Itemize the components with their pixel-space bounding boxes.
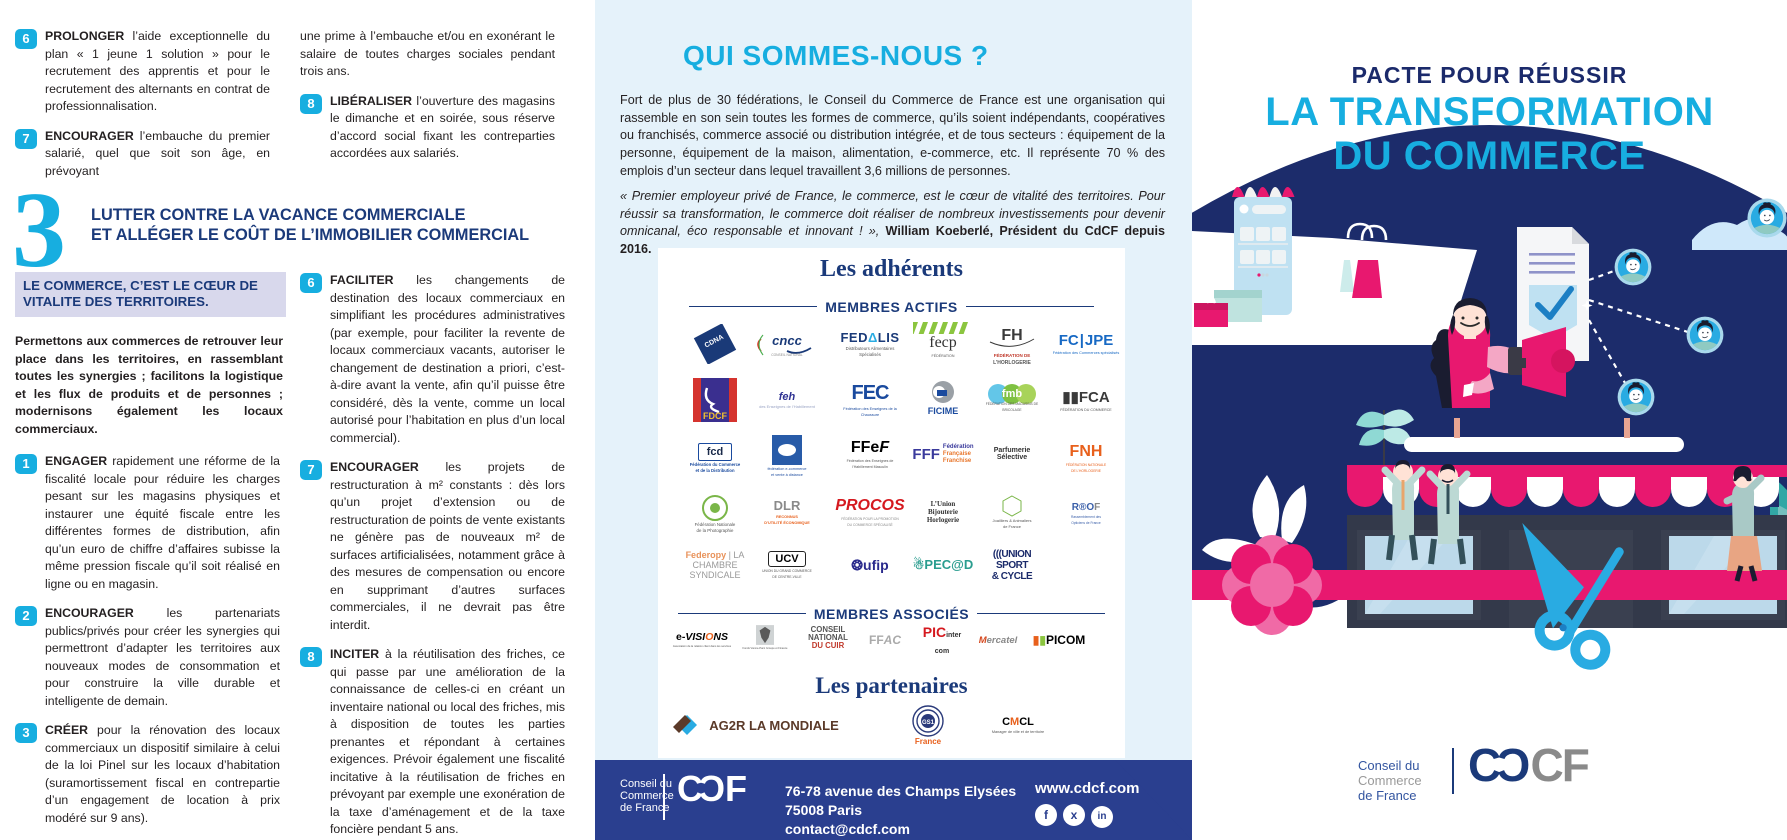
svg-text:cncc: cncc <box>772 333 802 348</box>
svg-text:FH: FH <box>1001 327 1022 344</box>
svg-text:CONSEIL NATIONAL: CONSEIL NATIONAL <box>771 353 803 357</box>
svg-text:FDCF: FDCF <box>703 411 727 421</box>
svg-text:GS1: GS1 <box>922 720 935 726</box>
